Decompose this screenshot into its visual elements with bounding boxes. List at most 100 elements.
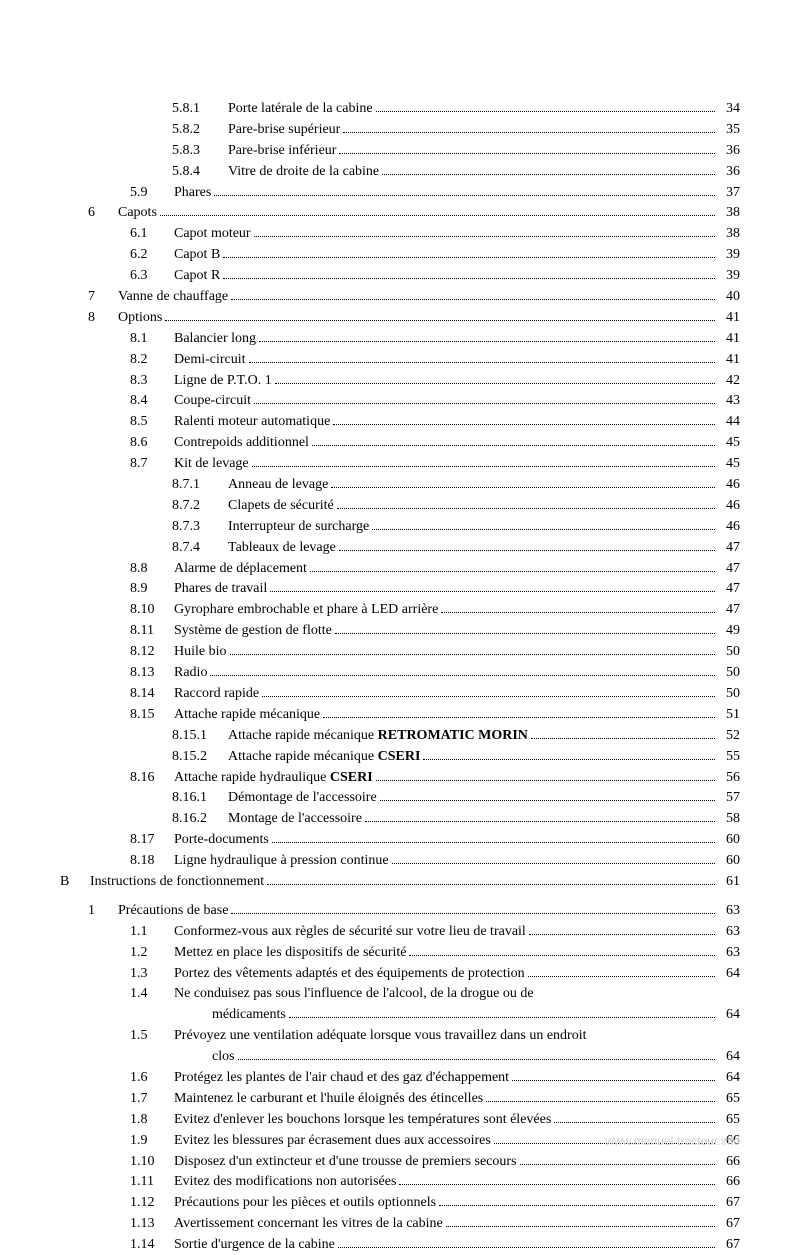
- toc-entry-label: Mettez en place les dispositifs de sécur…: [174, 944, 406, 963]
- toc-entry: 1.6Protégez les plantes de l'air chaud e…: [60, 1069, 740, 1088]
- toc-entry-page: 42: [718, 372, 740, 391]
- toc-entry: 5.8.1Porte latérale de la cabine34: [60, 100, 740, 119]
- toc-entry-number: 8: [88, 309, 118, 328]
- toc-entry-number: 8.10: [130, 601, 174, 620]
- toc-entry: 1.10Disposez d'un extincteur et d'une tr…: [60, 1153, 740, 1172]
- toc-entry-label: Alarme de déplacement: [174, 560, 307, 579]
- toc-leader-dots: [249, 362, 715, 363]
- toc-entry-label: Avertissement concernant les vitres de l…: [174, 1215, 443, 1234]
- toc-entry-label: Huile bio: [174, 643, 227, 662]
- toc-entry: BInstructions de fonctionnement61: [60, 873, 740, 892]
- toc-entry-number: 8.13: [130, 664, 174, 683]
- toc-entry-label: médicaments: [212, 1006, 286, 1025]
- toc-entry: 8.7.3Interrupteur de surcharge46: [60, 518, 740, 537]
- toc-leader-dots: [289, 1017, 715, 1018]
- toc-entry-number: 5.9: [130, 184, 174, 203]
- toc-entry-label: Pare-brise inférieur: [228, 142, 336, 161]
- toc-entry: 8.18Ligne hydraulique à pression continu…: [60, 852, 740, 871]
- toc-entry: 8.1Balancier long41: [60, 330, 740, 349]
- toc-entry-label: Précautions de base: [118, 902, 228, 921]
- toc-leader-dots: [392, 863, 715, 864]
- toc-leader-dots: [231, 299, 715, 300]
- toc-leader-dots: [376, 111, 715, 112]
- table-of-contents: 5.8.1Porte latérale de la cabine34 5.8.2P…: [60, 100, 740, 1255]
- toc-entry-page: 67: [718, 1215, 740, 1234]
- toc-entry-label: Tableaux de levage: [228, 539, 336, 558]
- toc-entry-label: Clapets de sécurité: [228, 497, 334, 516]
- toc-entry: 1.11Evitez des modifications non autoris…: [60, 1173, 740, 1192]
- toc-entry: 6.2Capot B39: [60, 246, 740, 265]
- toc-entry-continuation: clos64: [60, 1048, 740, 1067]
- toc-entry-label: Sortie d'urgence de la cabine: [174, 1236, 335, 1255]
- toc-entry: 8.10Gyrophare embrochable et phare à LED…: [60, 601, 740, 620]
- toc-entry: 1.3Portez des vêtements adaptés et des é…: [60, 965, 740, 984]
- toc-leader-dots: [223, 278, 715, 279]
- toc-entry: 8.13Radio50: [60, 664, 740, 683]
- toc-entry-page: 49: [718, 622, 740, 641]
- toc-entry: 5.8.2Pare-brise supérieur35: [60, 121, 740, 140]
- toc-entry-label: Démontage de l'accessoire: [228, 789, 377, 808]
- toc-leader-dots: [252, 466, 715, 467]
- toc-entry-label: Capot B: [174, 246, 220, 265]
- toc-leader-dots: [380, 800, 715, 801]
- toc-entry-page: 50: [718, 664, 740, 683]
- toc-entry-page: 47: [718, 580, 740, 599]
- toc-entry-continuation: médicaments64: [60, 1006, 740, 1025]
- toc-entry-label: Ligne de P.T.O. 1: [174, 372, 272, 391]
- toc-entry-page: 66: [718, 1153, 740, 1172]
- toc-leader-dots: [339, 153, 715, 154]
- toc-entry-number: 8.7.4: [172, 539, 228, 558]
- toc-entry-label: Portez des vêtements adaptés et des équi…: [174, 965, 525, 984]
- toc-entry-page: 46: [718, 497, 740, 516]
- toc-entry-label: Coupe-circuit: [174, 392, 251, 411]
- toc-entry-page: 63: [718, 923, 740, 942]
- toc-entry: 1.5Prévoyez une ventilation adéquate lor…: [60, 1027, 740, 1046]
- toc-entry-page: 38: [718, 204, 740, 223]
- toc-entry-number: 8.2: [130, 351, 174, 370]
- toc-leader-dots: [339, 550, 715, 551]
- toc-entry-label: Vanne de chauffage: [118, 288, 228, 307]
- toc-entry: 7Vanne de chauffage40: [60, 288, 740, 307]
- toc-entry-page: 35: [718, 121, 740, 140]
- toc-entry-label: Anneau de levage: [228, 476, 328, 495]
- toc-leader-dots: [486, 1101, 715, 1102]
- toc-entry-page: 38: [718, 225, 740, 244]
- toc-entry: 8.12Huile bio50: [60, 643, 740, 662]
- toc-entry-page: 63: [718, 944, 740, 963]
- toc-entry: 1.13Avertissement concernant les vitres …: [60, 1215, 740, 1234]
- toc-entry-page: 64: [718, 1069, 740, 1088]
- toc-entry-label: Maintenez le carburant et l'huile éloign…: [174, 1090, 483, 1109]
- toc-entry-label: Capot R: [174, 267, 220, 286]
- toc-leader-dots: [446, 1226, 715, 1227]
- toc-entry-number: 1.5: [130, 1027, 174, 1046]
- toc-entry-page: 61: [718, 873, 740, 892]
- toc-entry-page: 45: [718, 434, 740, 453]
- toc-entry-number: 8.1: [130, 330, 174, 349]
- toc-entry-label: Attache rapide mécanique RETROMATIC MORI…: [228, 727, 528, 746]
- toc-leader-dots: [254, 236, 715, 237]
- toc-entry-number: 1: [88, 902, 118, 921]
- toc-entry-label: Kit de levage: [174, 455, 249, 474]
- toc-entry-number: 1.7: [130, 1090, 174, 1109]
- toc-leader-dots: [165, 320, 715, 321]
- toc-entry-label: Vitre de droite de la cabine: [228, 163, 379, 182]
- toc-entry-number: 8.7.1: [172, 476, 228, 495]
- toc-entry-page: 41: [718, 309, 740, 328]
- toc-entry-number: 8.15: [130, 706, 174, 725]
- toc-entry-label: Phares de travail: [174, 580, 267, 599]
- toc-entry-number: 1.2: [130, 944, 174, 963]
- toc-entry-page: 47: [718, 601, 740, 620]
- toc-leader-dots: [223, 257, 715, 258]
- toc-entry-page: 58: [718, 810, 740, 829]
- toc-leader-dots: [439, 1205, 715, 1206]
- toc-entry: 8.2Demi-circuit41: [60, 351, 740, 370]
- toc-entry-page: 56: [718, 769, 740, 788]
- toc-entry: 1.7Maintenez le carburant et l'huile élo…: [60, 1090, 740, 1109]
- toc-entry-page: 50: [718, 685, 740, 704]
- toc-entry-number: 8.12: [130, 643, 174, 662]
- toc-entry-number: 8.6: [130, 434, 174, 453]
- toc-entry-number: 8.7: [130, 455, 174, 474]
- toc-entry-number: 8.7.2: [172, 497, 228, 516]
- toc-leader-dots: [210, 675, 715, 676]
- toc-entry-label: Disposez d'un extincteur et d'une trouss…: [174, 1153, 517, 1172]
